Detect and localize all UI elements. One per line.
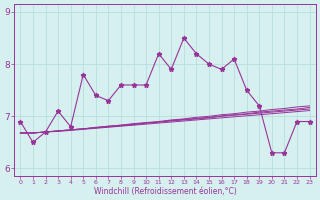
X-axis label: Windchill (Refroidissement éolien,°C): Windchill (Refroidissement éolien,°C) xyxy=(93,187,236,196)
